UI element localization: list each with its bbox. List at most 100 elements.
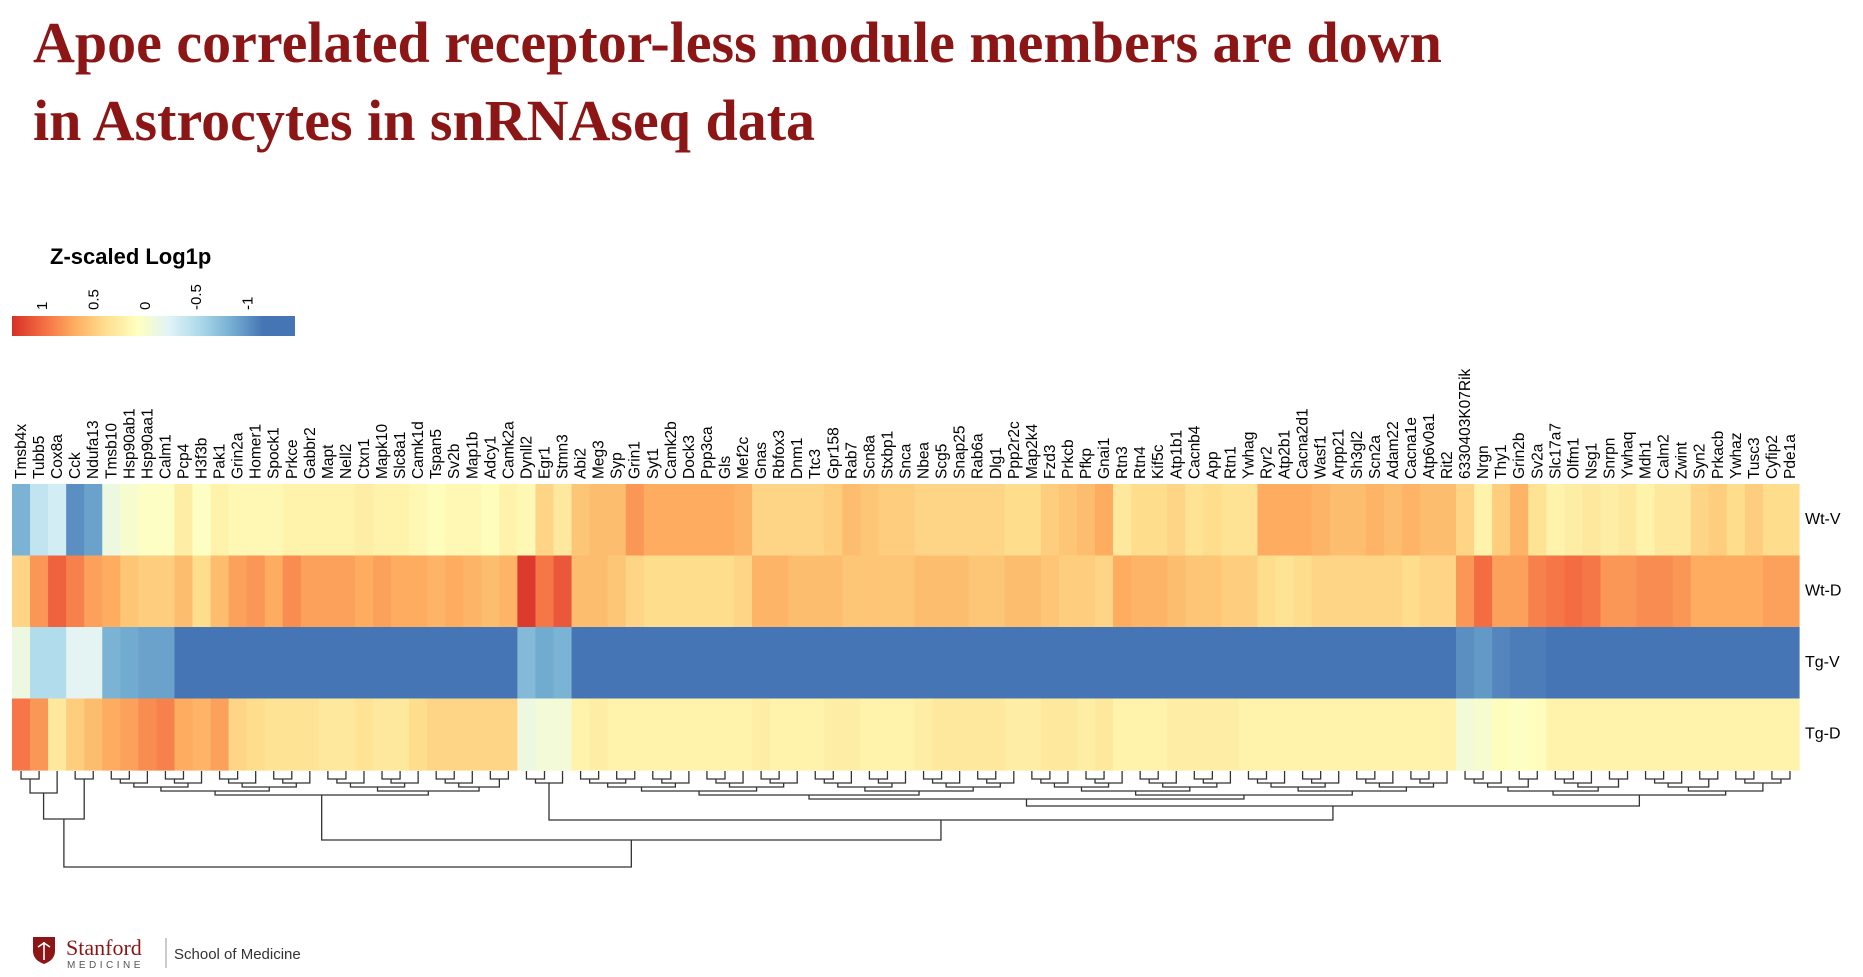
dendrogram-branch: [1025, 795, 1641, 807]
column-label: Grin2b: [1511, 432, 1528, 479]
column-label: Slc8a1: [392, 432, 409, 479]
heatmap-cell: [1022, 698, 1042, 771]
column-label: Dynll2: [518, 436, 535, 479]
heatmap-cell: [1654, 484, 1674, 557]
heatmap-cell: [156, 627, 176, 700]
heatmap-cell: [373, 627, 392, 700]
column-label: Map2k4: [1024, 423, 1041, 479]
heatmap-cell: [1528, 698, 1547, 771]
heatmap-cell: [318, 484, 338, 557]
heatmap-cell: [1582, 484, 1602, 557]
heatmap-cell: [914, 698, 934, 771]
heatmap-cell: [752, 627, 771, 700]
column-label: Ywhag: [1240, 432, 1257, 479]
heatmap-cell: [318, 555, 338, 628]
column-label: Pcp4: [175, 443, 192, 479]
dendrogram-branch: [327, 771, 347, 780]
heatmap-cell: [571, 698, 591, 771]
heatmap-cell: [1401, 555, 1421, 628]
heatmap-cell: [1708, 484, 1728, 557]
heatmap-cell: [481, 627, 500, 700]
heatmap-cell: [427, 484, 446, 557]
dendrogram-branch: [661, 771, 690, 784]
column-label: Scg5: [934, 444, 951, 479]
row-label: Tg-D: [1805, 725, 1841, 742]
column-label: Scn2a: [1367, 435, 1384, 479]
heatmap-cell: [842, 627, 861, 700]
heatmap-cell: [950, 627, 970, 700]
column-label: Adam22: [1385, 421, 1402, 479]
heatmap-cell: [1149, 698, 1168, 771]
heatmap-cell: [1167, 627, 1186, 700]
dendrogram-branch: [1473, 771, 1502, 784]
heatmap-cell: [1221, 484, 1241, 557]
heatmap-cell: [48, 484, 67, 557]
dendrogram-branch: [1771, 771, 1791, 780]
heatmap-cell: [1095, 698, 1114, 771]
heatmap-cell: [1492, 484, 1511, 557]
heatmap-cell: [84, 555, 103, 628]
column-label: Homer1: [248, 424, 265, 479]
heatmap-cell: [1131, 555, 1150, 628]
heatmap-cell: [878, 484, 898, 557]
dendrogram-branch: [823, 771, 852, 784]
heatmap-cell: [1401, 698, 1421, 771]
column-label: Camk2a: [500, 421, 517, 479]
dendrogram: [20, 771, 1791, 868]
heatmap-cell: [752, 484, 771, 557]
heatmap-cell: [1185, 698, 1204, 771]
heatmap-cell: [1690, 555, 1710, 628]
heatmap-cell: [715, 627, 735, 700]
heatmap-cell: [120, 698, 139, 771]
column-label: Camk2b: [663, 421, 680, 479]
heatmap-cell: [1040, 698, 1060, 771]
heatmap-cell: [463, 698, 482, 771]
heatmap-cell: [174, 698, 194, 771]
heatmap-cell: [102, 627, 121, 700]
heatmap-cell: [770, 484, 789, 557]
heatmap-cell: [535, 698, 555, 771]
heatmap-cell: [264, 555, 284, 628]
heatmap-cell: [300, 484, 320, 557]
heatmap-cell: [1149, 484, 1168, 557]
column-label: Slc17a7: [1547, 423, 1564, 479]
heatmap-cell: [607, 555, 627, 628]
heatmap-cell: [48, 555, 67, 628]
heatmap-cell: [499, 484, 519, 557]
heatmap-cell: [1293, 627, 1313, 700]
dendrogram-branch: [1653, 771, 1683, 784]
heatmap-cell: [1419, 555, 1439, 628]
dendrogram-branch: [986, 771, 1015, 784]
column-label: Spock1: [266, 427, 283, 479]
heatmap-cell: [1058, 555, 1078, 628]
column-label: Rtn3: [1114, 446, 1131, 479]
heatmap-cell: [878, 627, 898, 700]
heatmap-cell: [1058, 698, 1078, 771]
heatmap-cell: [625, 484, 645, 557]
dendrogram-branch: [110, 771, 130, 780]
heatmap-cell: [391, 698, 410, 771]
heatmap-cell: [1257, 698, 1277, 771]
heatmap-cell: [228, 555, 248, 628]
heatmap-cell: [156, 484, 176, 557]
heatmap-cell: [409, 555, 428, 628]
dendrogram-branch: [29, 771, 58, 794]
heatmap-cell: [1600, 627, 1620, 700]
dendrogram-branch: [1518, 771, 1538, 780]
dendrogram-branch: [1735, 771, 1755, 780]
heatmap-cell: [1618, 627, 1638, 700]
heatmap-cell: [1582, 555, 1602, 628]
heatmap-cell: [1744, 627, 1764, 700]
heatmap-cell: [445, 698, 464, 771]
heatmap-cell: [715, 484, 735, 557]
column-label: Mapk10: [374, 423, 391, 479]
heatmap-cell: [373, 698, 392, 771]
heatmap-cell: [986, 698, 1006, 771]
heatmap-cell: [1076, 698, 1096, 771]
heatmap-cell: [445, 484, 464, 557]
column-label: Nbea: [916, 442, 933, 479]
heatmap-cell: [1293, 555, 1313, 628]
heatmap-cell: [1600, 698, 1620, 771]
heatmap-cell: [210, 627, 230, 700]
heatmap-cell: [1131, 627, 1150, 700]
